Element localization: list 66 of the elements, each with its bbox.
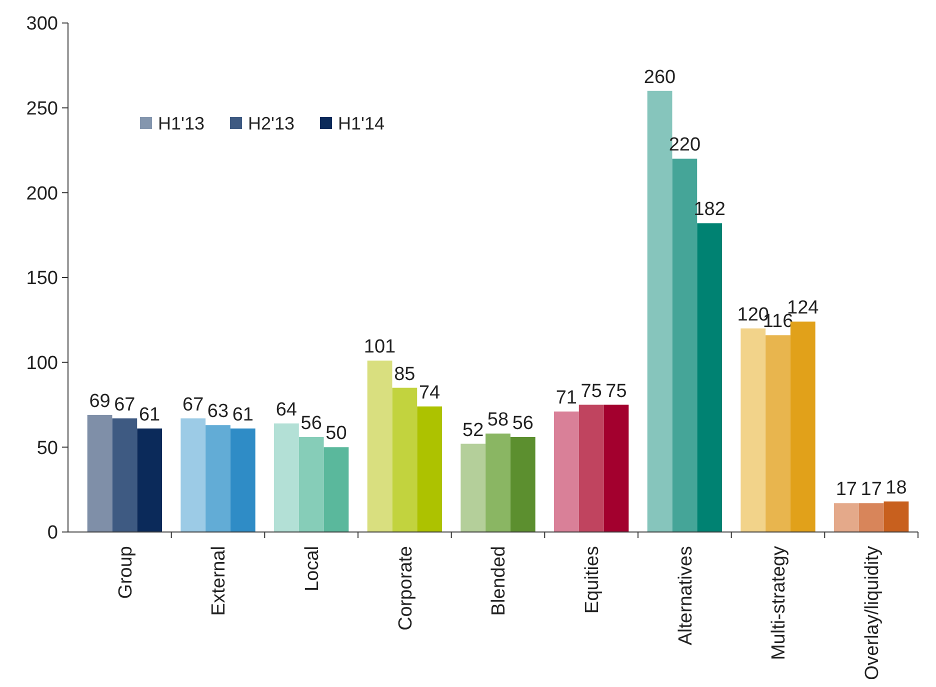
data-label: 220 xyxy=(668,134,701,156)
bar xyxy=(298,436,324,532)
data-label: 85 xyxy=(394,364,416,385)
data-label: 18 xyxy=(886,477,907,498)
data-label: 50 xyxy=(326,423,347,444)
data-label: 75 xyxy=(580,380,602,402)
bar xyxy=(510,436,536,532)
bar xyxy=(137,428,162,532)
bar xyxy=(274,423,299,532)
data-label: 67 xyxy=(114,394,136,416)
x-tick-label: Corporate xyxy=(395,546,416,630)
data-label: 71 xyxy=(556,388,578,409)
x-tick-label: Equities xyxy=(582,546,603,614)
data-label: 69 xyxy=(89,390,110,412)
y-tick-label: 100 xyxy=(26,352,58,374)
legend-label: H2'13 xyxy=(248,113,294,134)
data-label: 67 xyxy=(182,394,204,416)
legend-label: H1'14 xyxy=(338,113,384,134)
bar xyxy=(554,412,579,532)
bar xyxy=(766,335,790,532)
bar xyxy=(834,503,859,532)
x-tick-label: Blended xyxy=(488,546,510,616)
bar xyxy=(740,328,766,532)
data-label: 56 xyxy=(512,412,534,434)
legend-label: H1'13 xyxy=(158,113,204,134)
bar xyxy=(367,360,392,532)
bar xyxy=(180,418,206,532)
data-label: 260 xyxy=(644,66,676,88)
x-tick-label: External xyxy=(208,546,230,616)
bar xyxy=(87,414,112,532)
x-tick-label: Multi-strategy xyxy=(768,546,790,660)
bar xyxy=(604,404,629,532)
data-label: 17 xyxy=(860,479,882,500)
data-label: 101 xyxy=(364,336,396,358)
bar xyxy=(324,447,349,532)
bar xyxy=(112,418,138,532)
bar xyxy=(206,425,230,532)
data-label: 74 xyxy=(418,382,441,404)
x-tick-label: Alternatives xyxy=(675,546,696,646)
data-label: 17 xyxy=(836,479,858,500)
bar xyxy=(230,428,256,532)
data-label: 56 xyxy=(300,412,322,434)
bar xyxy=(697,223,722,532)
bar xyxy=(460,444,486,532)
bar xyxy=(884,501,909,532)
x-tick-label: Local xyxy=(302,546,323,592)
y-tick-label: 50 xyxy=(36,438,58,459)
bar xyxy=(417,406,442,532)
data-label: 58 xyxy=(487,410,509,431)
bar xyxy=(392,388,418,532)
y-tick-label: 0 xyxy=(47,522,58,544)
data-label: 63 xyxy=(207,401,229,422)
y-tick-label: 150 xyxy=(26,268,58,290)
bar xyxy=(858,503,884,532)
data-label: 61 xyxy=(138,404,160,426)
y-tick-label: 300 xyxy=(26,14,58,35)
y-tick-label: 250 xyxy=(26,98,58,120)
bar xyxy=(486,434,510,532)
x-tick-label: Overlay/liquidity xyxy=(862,546,883,680)
bar xyxy=(578,404,604,532)
data-label: 75 xyxy=(606,380,627,402)
x-tick-label: Group xyxy=(115,546,136,599)
data-label: 61 xyxy=(232,404,254,426)
y-tick-label: 200 xyxy=(26,183,58,204)
data-label: 64 xyxy=(276,399,298,420)
data-label: 52 xyxy=(462,420,484,441)
